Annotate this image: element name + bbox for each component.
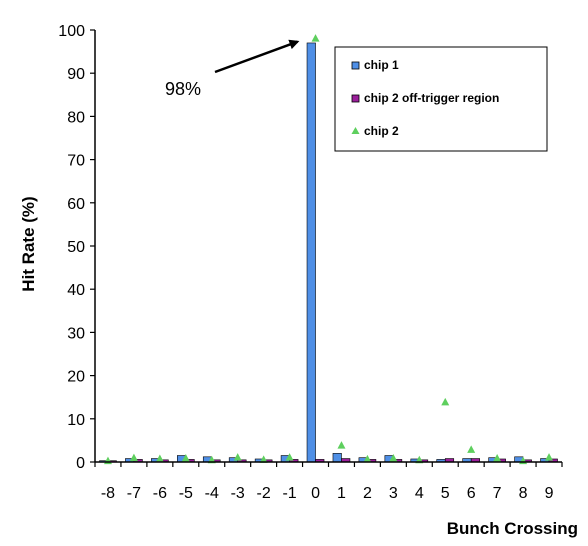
x-axis-title: Bunch Crossing — [447, 519, 578, 538]
legend: chip 1 chip 2 off-trigger region chip 2 — [334, 46, 548, 152]
marker-chip-2--8 — [103, 456, 112, 465]
y-tick-label: 0 — [76, 455, 85, 472]
x-tick-label: -2 — [257, 485, 271, 502]
x-tick-label: -1 — [282, 485, 296, 502]
y-tick-label: 90 — [67, 66, 85, 83]
y-tick-label: 100 — [58, 23, 85, 40]
legend-box — [334, 46, 548, 152]
y-axis-title: Hit Rate (%) — [19, 196, 38, 291]
y-tick-label: 60 — [67, 196, 85, 213]
marker-chip-2-9 — [545, 453, 554, 461]
y-tick-label: 10 — [67, 412, 85, 429]
x-tick-label: -7 — [127, 485, 141, 502]
x-tick-label: 9 — [545, 485, 554, 502]
legend-swatch-chip-2-off-trigger — [351, 94, 360, 103]
x-tick-label: 6 — [467, 485, 476, 502]
marker-chip-2--6 — [155, 454, 164, 462]
marker-chip-2--1 — [285, 453, 294, 461]
y-tick-label: 20 — [67, 369, 85, 386]
marker-chip-2-0 — [311, 34, 320, 42]
x-axis-ticks: -8 -7 -6 -5 -4 -3 -2 -1 0 1 2 3 4 5 6 7 8 9 — [94, 462, 563, 502]
legend-label-chip-2: chip 2 — [364, 124, 399, 138]
y-tick-label: 30 — [67, 325, 85, 342]
x-tick-label: 3 — [389, 485, 398, 502]
x-tick-label: -6 — [153, 485, 167, 502]
marker-chip-2-6 — [467, 445, 476, 453]
x-tick-label: 5 — [441, 485, 450, 502]
marker-chip-2-3 — [389, 454, 398, 462]
marker-chip-2--5 — [181, 454, 190, 462]
annotation-label: 98% — [165, 79, 201, 99]
y-tick-label: 50 — [67, 239, 85, 256]
marker-chip-2--3 — [233, 453, 242, 461]
marker-chip-2-2 — [363, 454, 372, 463]
marker-chip-2-5 — [441, 397, 450, 406]
x-tick-label: 0 — [311, 485, 320, 502]
bar-chip-1-1 — [332, 453, 342, 463]
x-tick-label: 1 — [337, 485, 346, 502]
annotation-arrow — [214, 39, 300, 74]
y-axis-ticks: 0 10 20 30 40 50 60 70 80 90 100 — [58, 23, 95, 472]
x-tick-label: 2 — [363, 485, 372, 502]
legend-swatch-chip-1 — [351, 61, 360, 70]
x-tick-label: -5 — [179, 485, 193, 502]
legend-label-chip-1: chip 1 — [364, 58, 399, 72]
y-tick-label: 40 — [67, 282, 85, 299]
bar-chip-1-0 — [306, 42, 316, 463]
x-tick-label: 8 — [519, 485, 528, 502]
x-tick-label: -3 — [231, 485, 245, 502]
y-tick-label: 80 — [67, 109, 85, 126]
marker-chip-2-1 — [337, 441, 346, 449]
marker-chip-2--7 — [129, 453, 138, 462]
annotation-98-percent: 98% — [165, 39, 300, 99]
legend-label-chip-2-off-trigger: chip 2 off-trigger region — [364, 91, 499, 105]
legend-marker-chip-2 — [351, 127, 360, 134]
x-tick-label: 7 — [493, 485, 502, 502]
marker-chip-2-7 — [493, 454, 502, 462]
marker-chip-2--2 — [259, 455, 268, 463]
x-tick-label: -4 — [205, 485, 219, 502]
x-tick-label: 4 — [415, 485, 424, 502]
y-tick-label: 70 — [67, 153, 85, 170]
x-tick-label: -8 — [101, 485, 115, 502]
